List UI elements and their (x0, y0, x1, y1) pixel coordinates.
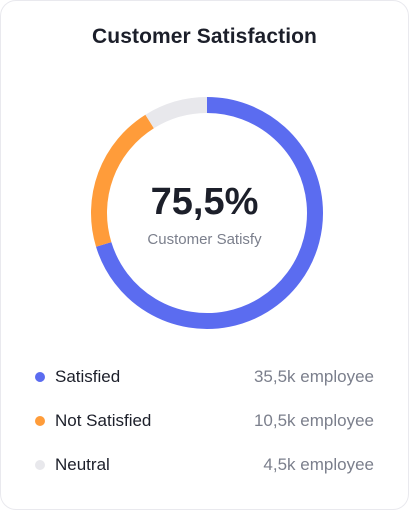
donut-slice-satisfied (96, 97, 323, 329)
donut-slice-neutral (145, 97, 208, 129)
legend-label: Satisfied (55, 367, 121, 386)
legend-value: 35,5k employee (253, 367, 374, 386)
donut-chart-svg (91, 97, 323, 329)
legend-label: Neutral (55, 455, 110, 474)
legend-item-not-satisfied: Not Satisfied 10,5k employee (35, 409, 374, 433)
donut-chart (89, 95, 325, 331)
legend-item-satisfied: Satisfied 35,5k employee (35, 365, 374, 389)
legend-item-neutral: Neutral 4,5k employee (35, 453, 374, 477)
legend-label: Not Satisfied (55, 411, 152, 430)
center-percentage: 75,5% (150, 181, 259, 223)
legend-value: 4,5k employee (263, 455, 374, 474)
legend-dot-not-satisfied (35, 416, 45, 426)
donut-slice-not-satisfied (91, 114, 155, 247)
center-label: Customer Satisfy (147, 231, 262, 248)
card-title: Customer Satisfaction (92, 25, 317, 48)
legend-value: 10,5k employee (253, 411, 374, 430)
legend-dot-satisfied (35, 372, 45, 382)
legend-dot-neutral (35, 460, 45, 470)
